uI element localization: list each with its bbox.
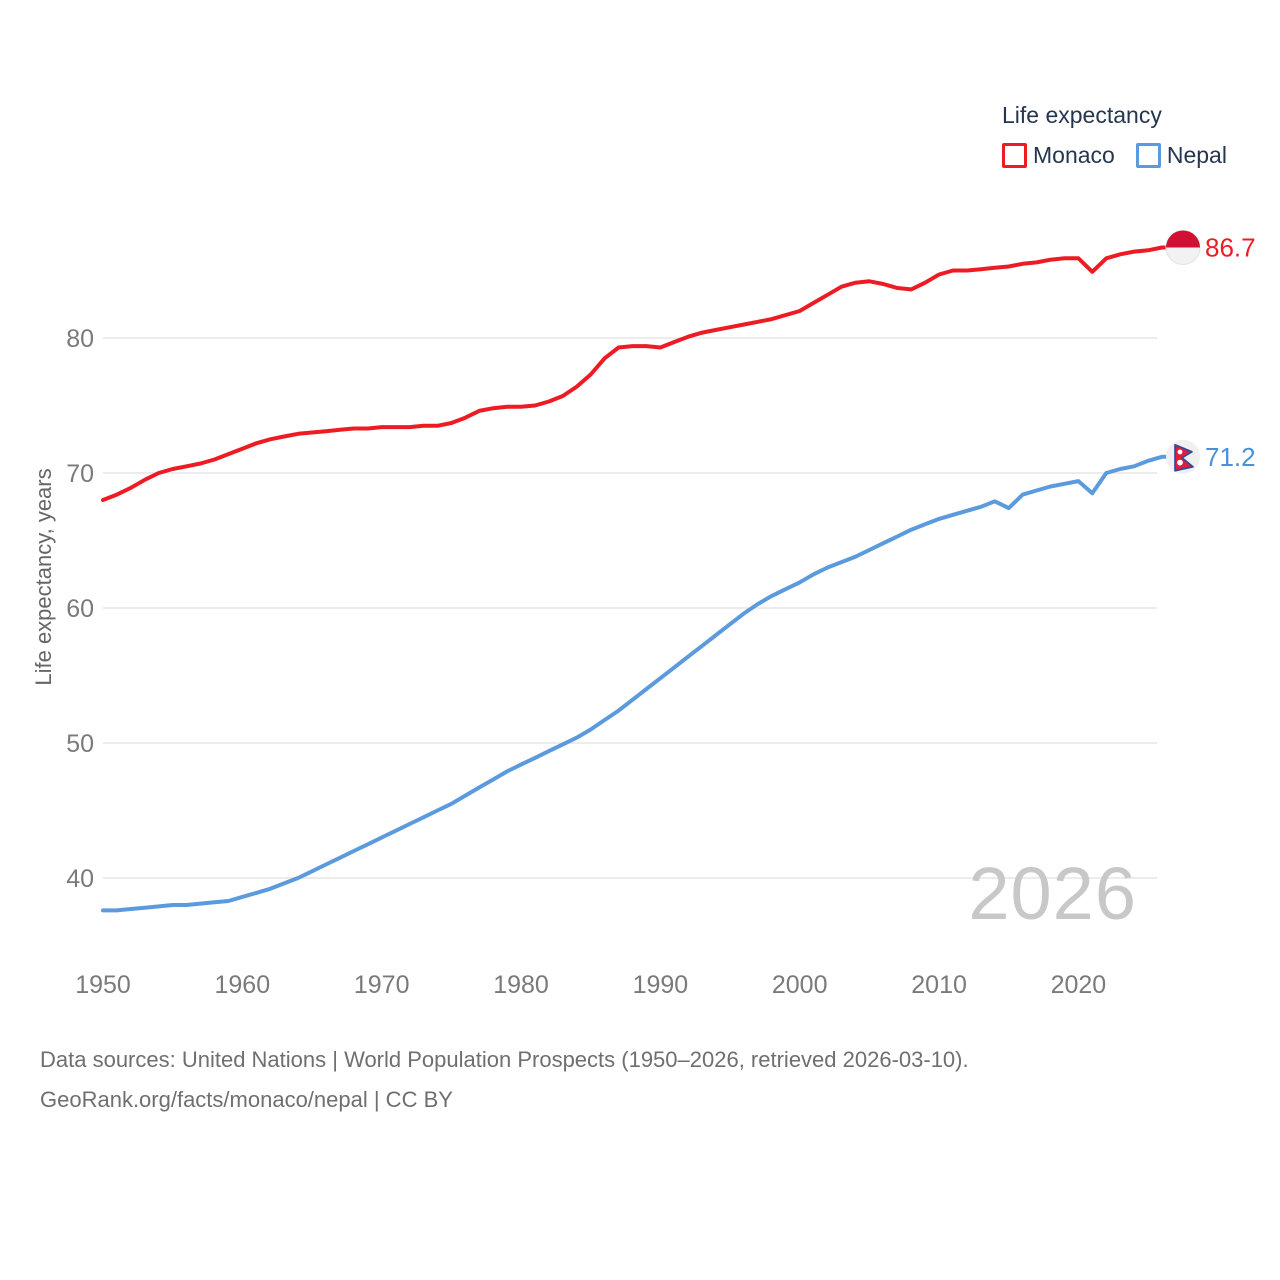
legend-row: Monaco Nepal bbox=[1002, 142, 1227, 169]
footer-attribution: GeoRank.org/facts/monaco/nepal | CC BY bbox=[40, 1087, 453, 1112]
nepal-flag-icon bbox=[1166, 439, 1200, 474]
x-axis-tick-label: 2010 bbox=[911, 971, 967, 999]
x-axis-tick-label: 1960 bbox=[214, 971, 270, 999]
nepal-end-value: 71.2 bbox=[1205, 442, 1256, 472]
gridlines bbox=[103, 337, 1157, 879]
nepal-legend-label[interactable]: Nepal bbox=[1166, 142, 1227, 168]
y-axis-tick-label: 40 bbox=[66, 865, 94, 893]
legend-title: Life expectancy bbox=[1002, 102, 1162, 128]
series-lines bbox=[101, 245, 1169, 913]
monaco-legend-swatch[interactable] bbox=[1002, 143, 1027, 168]
footer-data-sources: Data sources: United Nations | World Pop… bbox=[40, 1047, 969, 1072]
x-axis-tick-label: 1970 bbox=[354, 971, 410, 999]
footer: Data sources: United Nations | World Pop… bbox=[40, 1040, 969, 1120]
nepal-flag-moon bbox=[1177, 449, 1183, 455]
y-axis-tick-label: 80 bbox=[66, 325, 94, 353]
y-axis-tick-label: 70 bbox=[66, 460, 94, 488]
monaco-flag-icon bbox=[1165, 230, 1201, 265]
x-axis-tick-label: 1990 bbox=[633, 971, 689, 999]
monaco-flag-red-half bbox=[1166, 230, 1200, 248]
monaco-line bbox=[101, 245, 1169, 502]
year-watermark: 2026 bbox=[968, 852, 1137, 935]
nepal-line bbox=[101, 454, 1169, 913]
y-axis-tick-label: 50 bbox=[66, 730, 94, 758]
x-axis-tick-label: 2000 bbox=[772, 971, 828, 999]
x-axis-tick-label: 1950 bbox=[75, 971, 131, 999]
x-axis-tick-label: 1980 bbox=[493, 971, 549, 999]
y-axis-tick-label: 60 bbox=[66, 595, 94, 623]
nepal-legend-swatch[interactable] bbox=[1135, 143, 1161, 168]
x-axis-tick-label: 2020 bbox=[1051, 971, 1107, 999]
life-expectancy-line-chart: 40 50 60 70 80 1950 1960 1970 1980 1990 2000 2010 2… bbox=[66, 230, 1256, 999]
legend: Life expectancy Monaco Nepal bbox=[1002, 102, 1227, 169]
monaco-end-value: 86.7 bbox=[1205, 233, 1256, 263]
y-axis-tick-labels: 40 50 60 70 80 bbox=[66, 325, 94, 893]
y-axis-title: Life expectancy, years bbox=[31, 468, 56, 686]
nepal-flag-sun bbox=[1177, 459, 1183, 466]
x-axis-tick-labels: 1950 1960 1970 1980 1990 2000 2010 2020 bbox=[75, 971, 1106, 999]
monaco-legend-label[interactable]: Monaco bbox=[1033, 142, 1115, 168]
